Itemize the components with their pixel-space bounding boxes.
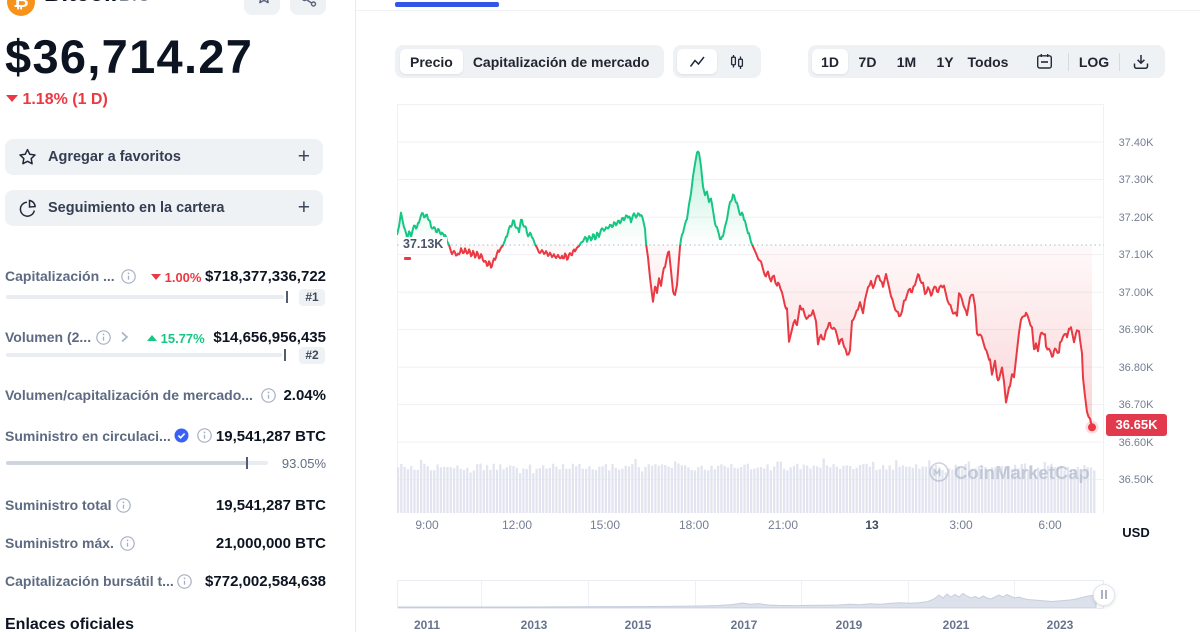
svg-text:CoinMarketCap: CoinMarketCap bbox=[954, 462, 1090, 483]
